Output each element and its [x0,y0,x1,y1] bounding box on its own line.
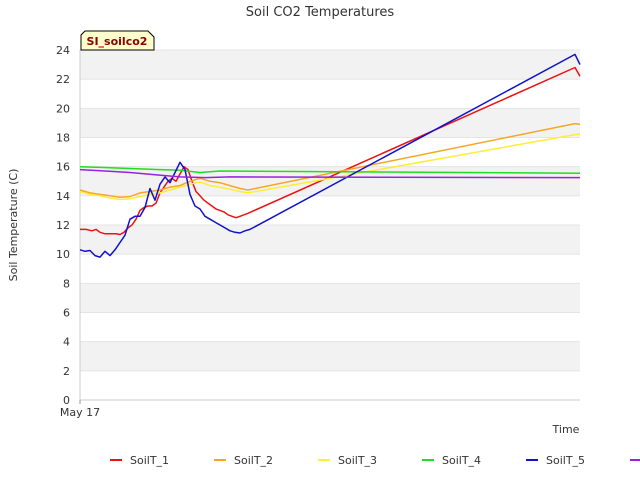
y-tick-label: 18 [56,132,70,145]
y-tick-label: 6 [63,307,70,320]
y-tick-label: 16 [56,161,70,174]
legend-label: SoilT_2 [234,454,273,467]
legend-label: SoilT_1 [130,454,169,467]
y-tick-label: 12 [56,219,70,232]
y-axis-label: Soil Temperature (C) [7,169,20,282]
series-line-soilt-4 [79,165,581,174]
chart-title: Soil CO2 Temperatures [246,5,395,20]
series-lines [79,53,581,258]
series-line-soilt-3 [79,133,581,201]
legend-label: SoilT_3 [338,454,377,467]
y-tick-label: 4 [63,336,70,349]
y-tick-label: 24 [56,44,70,57]
site-tag-box [80,30,155,51]
series-line-soilt-5 [79,53,581,258]
y-tick-label: 2 [63,365,70,378]
x-tick-labels: May 17 [60,400,100,419]
grid-band [80,50,580,80]
y-tick-label: 14 [56,190,70,203]
legend: SoilT_1SoilT_2SoilT_3SoilT_4SoilT_5SoilT… [110,454,640,467]
site-tag: SI_soilco2 [80,30,155,51]
series-line-soilt-2 [79,122,581,199]
x-tick-label: May 17 [60,406,100,419]
y-tick-label: 0 [63,394,70,407]
grid-band [80,341,580,371]
legend-label: SoilT_4 [442,454,481,467]
y-tick-label: 22 [56,73,70,86]
y-tick-label: 20 [56,102,70,115]
grid-band [80,283,580,313]
y-tick-label: 10 [56,248,70,261]
legend-label: SoilT_5 [546,454,585,467]
grid-band [80,225,580,255]
site-tag-label: SI_soilco2 [87,35,148,48]
series-line-soilt-6 [79,168,581,179]
y-tick-label: 8 [63,277,70,290]
x-axis-label: Time [552,423,580,436]
grid-band [80,108,580,138]
